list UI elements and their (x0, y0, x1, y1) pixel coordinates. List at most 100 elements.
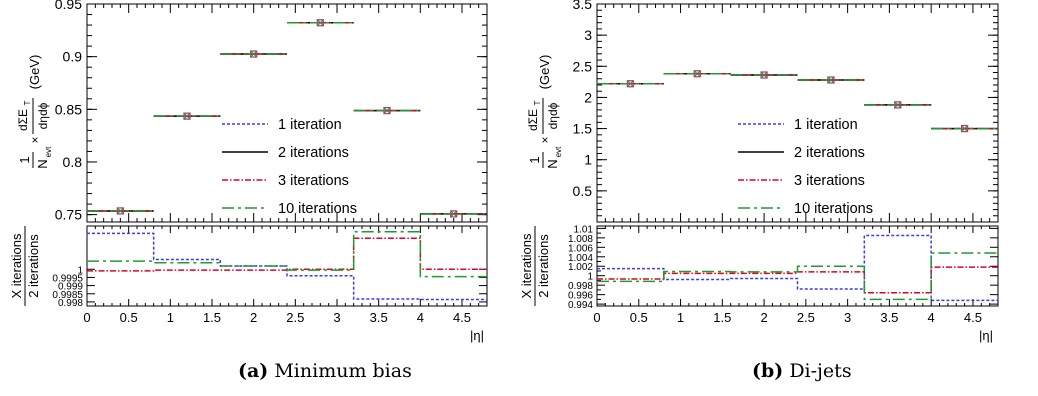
x-tick-label: 3 (333, 310, 340, 325)
data-marker-cross (383, 107, 391, 114)
data-marker (626, 80, 635, 88)
legend-entry: 1 iteration (278, 117, 342, 133)
ylabel-den2: dηdϕ (36, 102, 50, 129)
x-tick-label: 2.5 (286, 310, 304, 325)
data-marker-cross (183, 112, 191, 120)
ylabel-den: N (35, 159, 50, 168)
ratio-tick-label: 0.998 (568, 281, 593, 292)
data-marker-cross (693, 70, 701, 78)
x-tick-label: 1.5 (203, 310, 221, 325)
data-marker (183, 112, 191, 120)
y-tick-label: 0.75 (55, 207, 82, 223)
data-marker (250, 50, 258, 58)
legend-entry: 2 iterations (794, 145, 865, 161)
y-tick-label: 0.5 (573, 183, 593, 199)
ylabel-times: × (28, 136, 42, 143)
ylabel-den2: dηdϕ (546, 102, 560, 129)
x-tick-label: 0.5 (630, 310, 648, 325)
data-marker-cross (760, 71, 768, 79)
x-tick-label: 0 (83, 310, 90, 325)
ratio-label-den: 2 iterations (26, 234, 41, 298)
legend-entry: 10 iterations (278, 201, 357, 217)
x-tick-label: 4.5 (453, 310, 471, 325)
x-tick-label: 0 (593, 310, 600, 325)
ratio-axis-label: X iterations 2 iterations (519, 226, 551, 306)
data-marker (693, 70, 701, 78)
ratio-tick-label: 1.008 (568, 234, 593, 245)
ratio-tick-label: 0.999 (58, 282, 83, 293)
ratio-label-den: 2 iterations (536, 234, 551, 298)
ylabel-unit: (GeV) (27, 55, 42, 90)
x-tick-label: 2 (250, 310, 257, 325)
ratio-axis-label: X iterations 2 iterations (9, 226, 41, 306)
caption-b: (b) Di-jets (752, 360, 852, 382)
x-tick-label: 2.5 (797, 310, 815, 325)
ylabel-num2-sub: T (533, 100, 542, 105)
data-marker (894, 101, 902, 109)
legend-entry: 3 iterations (794, 173, 865, 189)
legend-entry: 2 iterations (278, 145, 349, 161)
data-marker-cross (450, 210, 458, 218)
ratio-series-line (597, 252, 998, 301)
x-tick-label: 0.5 (120, 310, 138, 325)
data-marker (450, 210, 458, 218)
data-marker-cross (894, 101, 902, 109)
y-tick-label: 2.5 (573, 58, 593, 74)
ratio-tick-label: 1.002 (568, 262, 593, 273)
ratio-tick-label: 0.9995 (52, 273, 83, 284)
ratio-tick-label: 1.006 (568, 243, 593, 254)
x-tick-label: 2 (760, 310, 767, 325)
ratio-tick-label: 0.996 (568, 291, 593, 302)
y-tick-label: 1.5 (573, 121, 593, 137)
ratio-label-num: X iterations (9, 233, 24, 299)
x-tick-label: 1.5 (713, 310, 731, 325)
x-axis-label: |η| (470, 328, 484, 343)
x-tick-label: 3 (844, 310, 851, 325)
legend-entry: 10 iterations (794, 201, 873, 217)
x-tick-label: 1 (677, 310, 684, 325)
ylabel-times: × (538, 136, 552, 143)
ratio-tick-label: 1 (77, 265, 83, 276)
x-tick-label: 4 (928, 310, 935, 325)
data-marker (960, 124, 969, 133)
x-tick-label: 3.5 (370, 310, 388, 325)
ratio-tick-label: 0.994 (568, 300, 593, 311)
ratio-tick-label: 0.9985 (52, 290, 83, 301)
y-tick-label: 1 (584, 152, 592, 168)
x-tick-label: 3.5 (880, 310, 898, 325)
x-tick-label: 4 (417, 310, 424, 325)
data-marker (316, 19, 324, 27)
ratio-tick-label: 1 (587, 272, 593, 283)
caption-a: (a) Minimum bias (238, 360, 412, 382)
ratio-label-num: X iterations (519, 233, 534, 299)
panel-b: 0 0.5 1 1.5 2 2.5 3 3.5 4 4.5 |η| 0.5 1 1.5 2 2.5 3 3.5 0.… (519, 0, 999, 343)
ylabel-num2-sub: T (23, 100, 32, 105)
legend-entry: 3 iterations (278, 173, 349, 189)
panel-a: 0 0.5 1 1.5 2 2.5 3 3.5 4 4.5 |η| 0.75 0.8 0.85 0.9 0.9… (9, 0, 488, 343)
data-marker (116, 207, 124, 215)
data-marker-cross (316, 19, 324, 27)
y-tick-label: 3 (584, 27, 592, 43)
x-tick-label: 4.5 (964, 310, 982, 325)
y-tick-label: 3.5 (573, 0, 593, 12)
data-marker-cross (961, 125, 968, 132)
y-tick-label: 0.9 (63, 49, 83, 65)
ylabel-num2: dΣE (16, 109, 30, 131)
x-tick-label: 1 (167, 310, 174, 325)
ylabel-num: 1 (527, 156, 542, 163)
ylabel-num2: dΣE (526, 109, 540, 131)
y-tick-label: 0.8 (63, 154, 83, 170)
data-marker (827, 76, 835, 84)
ratio-series-line (87, 232, 487, 301)
ylabel-unit: (GeV) (537, 55, 552, 90)
top-plot-frame (86, 3, 488, 223)
ylabel-num: 1 (17, 156, 32, 163)
ylabel-den: N (545, 159, 560, 168)
ratio-tick-label: 1.004 (568, 253, 593, 264)
y-tick-label: 0.85 (55, 101, 82, 117)
data-marker-cross (827, 76, 835, 84)
ylabel-den-sub: evt (554, 146, 563, 157)
